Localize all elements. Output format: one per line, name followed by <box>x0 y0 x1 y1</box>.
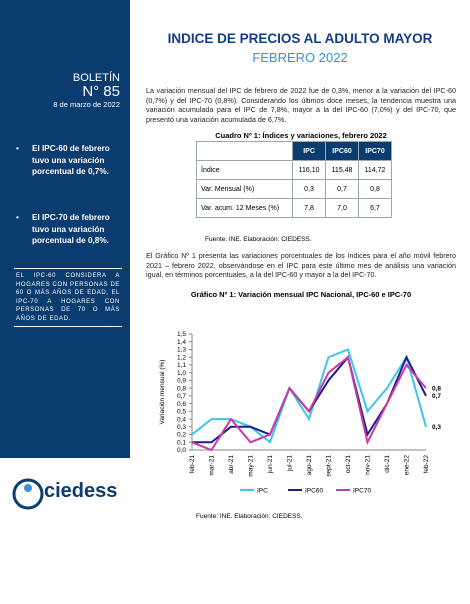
table-row: Var. acum. 12 Meses (%) 7,8 7,0 6,7 <box>195 198 392 218</box>
x-tick-label: abr-21 <box>228 455 235 474</box>
value-cell: 7,8 <box>292 198 327 218</box>
y-tick-label: 0,1 <box>177 439 186 446</box>
bulletin-number: N° 85 <box>82 83 120 100</box>
value-label: 0,7 <box>432 393 441 400</box>
header-cell: IPC70 <box>358 141 392 161</box>
x-tick-label: jul-21 <box>287 455 294 472</box>
bullet-dot: • <box>16 212 19 222</box>
y-axis-label: Variación mensual (%) <box>159 360 166 425</box>
logo-head <box>24 484 32 492</box>
value-cell: 0,8 <box>358 179 392 199</box>
logo-ring <box>12 478 44 510</box>
row-label: Índice <box>195 160 294 180</box>
paragraph: El Gráfico Nº 1 presenta las variaciones… <box>146 251 456 280</box>
bulletin-date: 8 de marzo de 2022 <box>53 100 120 109</box>
y-tick-label: 0,7 <box>177 393 186 400</box>
logo-icon <box>12 478 44 510</box>
table-source: Fuente: INE. Elaboración: CIEDESS. <box>205 236 312 243</box>
y-tick-label: 1,2 <box>177 354 186 361</box>
row-label: Var. Mensual (%) <box>195 179 294 199</box>
logo-text: ciedess <box>44 480 118 502</box>
chart-title: Gráfico Nº 1: Variación mensual IPC Naci… <box>190 290 412 299</box>
chart: Variación mensual (%)0,00,10,20,30,40,50… <box>159 331 441 495</box>
x-tick-label: may-21 <box>248 455 255 477</box>
y-tick-label: 0,8 <box>177 385 186 392</box>
y-tick-label: 1,1 <box>177 362 186 369</box>
bullet: El IPC-70 de febrero tuvo una variación … <box>32 213 110 245</box>
legend-label: IPC70 <box>353 488 371 495</box>
value-cell: 115,48 <box>325 160 359 180</box>
y-tick-label: 0,9 <box>177 378 186 385</box>
header-cell: IPC <box>292 141 327 161</box>
legend-label: IPC60 <box>305 488 323 495</box>
y-tick-label: 0,4 <box>177 416 186 423</box>
x-tick-label: nov-21 <box>365 455 372 475</box>
y-tick-label: 0,2 <box>177 432 186 439</box>
x-tick-label: dic-21 <box>384 455 391 473</box>
y-tick-label: 0,5 <box>177 409 186 416</box>
sidebar: BOLETÍN N° 85 8 de marzo de 2022 • El IP… <box>0 0 130 458</box>
x-tick-label: feb-22 <box>423 455 430 474</box>
x-tick-label: feb-21 <box>189 455 196 474</box>
x-tick-label: mar-21 <box>209 455 216 476</box>
line-series <box>192 354 427 444</box>
x-tick-label: jun-21 <box>267 455 274 474</box>
y-tick-label: 0,3 <box>177 424 186 431</box>
y-tick-label: 1,0 <box>177 370 186 377</box>
value-label: 0,8 <box>432 385 441 392</box>
table-caption: Cuadro Nº 1: Índices y variaciones, febr… <box>215 131 387 140</box>
x-tick-label: ene-22 <box>404 455 411 476</box>
x-tick-label: sept-21 <box>326 455 333 477</box>
value-cell: 114,72 <box>358 160 392 180</box>
header-cell <box>195 141 294 161</box>
value-cell: 6,7 <box>358 198 392 218</box>
bullet: El IPC-60 de febrero tuvo una variación … <box>32 144 110 176</box>
line-series <box>191 355 427 452</box>
value-label: 0,3 <box>432 424 441 431</box>
value-cell: 7,0 <box>325 198 359 218</box>
row-label: Var. acum. 12 Meses (%) <box>195 198 294 218</box>
chart-source: Fuente: INE. Elaboración: CIEDESS. <box>196 513 303 520</box>
paragraph: La variación mensual del IPC de febrero … <box>146 86 456 124</box>
bulletin-label: BOLETÍN <box>72 72 120 84</box>
y-tick-label: 1,5 <box>177 331 186 338</box>
header-cell: IPC60 <box>325 141 359 161</box>
table-row: Índice 116,10 115,48 114,72 <box>195 160 392 180</box>
legend-label: IPC <box>257 488 268 495</box>
subtitle: FEBRERO 2022 <box>252 50 348 65</box>
note: EL IPC-60 CONSIDERA A HOGARES CON PERSON… <box>14 268 122 327</box>
y-tick-label: 0,0 <box>177 447 186 454</box>
header-row: IPC IPC60 IPC70 <box>195 141 392 161</box>
y-tick-label: 1,3 <box>177 347 186 354</box>
value-cell: 0,3 <box>292 179 327 199</box>
table-row: Var. Mensual (%) 0,3 0,7 0,8 <box>195 179 392 199</box>
table: IPC IPC60 IPC70 Índice 116,10 115,48 114,72 Var… <box>195 141 392 218</box>
y-tick-label: 0,6 <box>177 401 186 408</box>
bullet-dot: • <box>16 143 19 153</box>
title: INDICE DE PRECIOS AL ADULTO MAYOR <box>167 31 433 46</box>
x-tick-label: oct-21 <box>345 455 352 473</box>
y-tick-label: 1,4 <box>177 339 186 346</box>
value-cell: 116,10 <box>292 160 327 180</box>
value-cell: 0,7 <box>325 179 359 199</box>
x-tick-label: ago-21 <box>306 455 313 476</box>
